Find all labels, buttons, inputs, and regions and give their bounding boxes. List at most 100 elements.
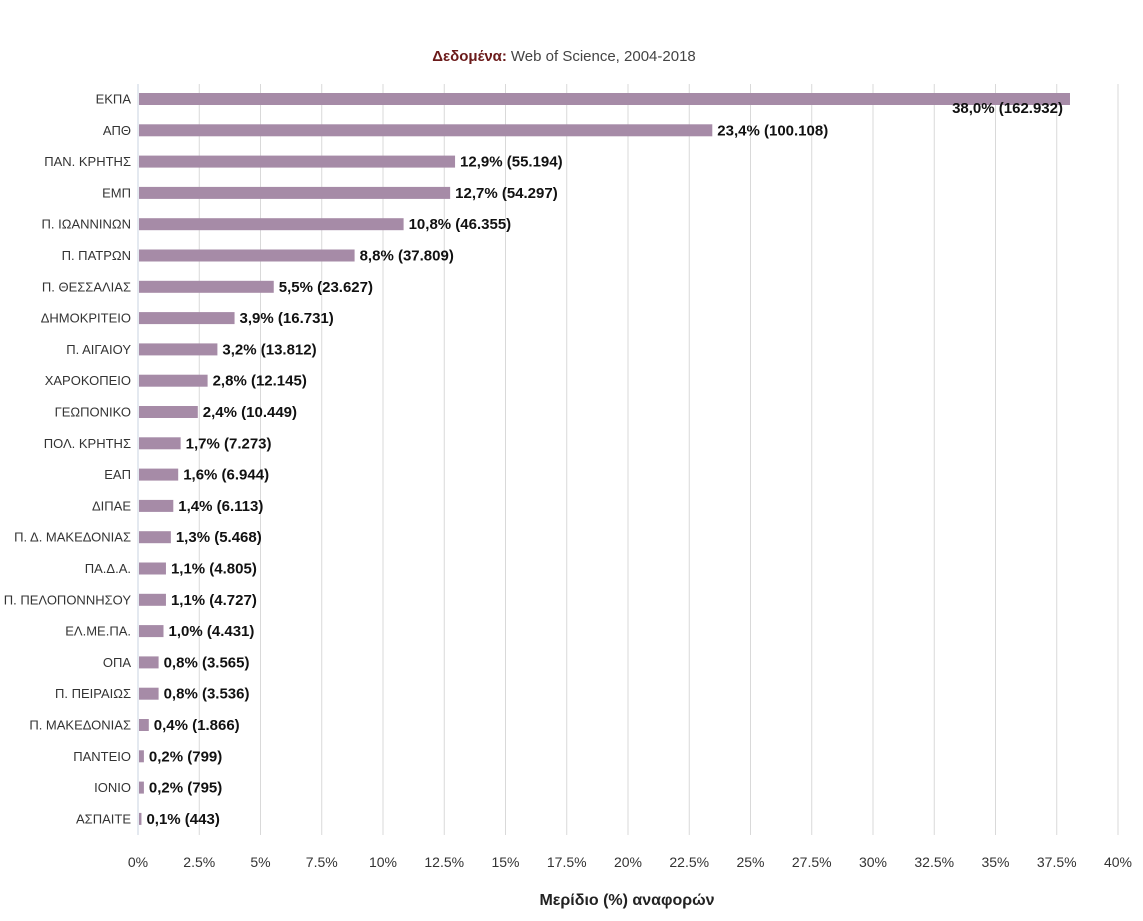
category-label: Π. ΑΙΓΑΙΟΥ xyxy=(66,342,131,357)
data-label: 0,8% (3.565) xyxy=(164,654,250,671)
bar xyxy=(139,562,166,575)
data-label: 1,0% (4.431) xyxy=(169,623,255,640)
data-label: 0,2% (795) xyxy=(149,780,222,797)
category-label: Π. ΠΕΙΡΑΙΩΣ xyxy=(55,686,131,701)
x-axis-label: Μερίδιο (%) αναφορών xyxy=(539,892,714,909)
bar xyxy=(139,218,404,231)
gridlines xyxy=(198,84,1119,835)
category-label: ΕΜΠ xyxy=(102,185,131,200)
data-label: 1,7% (7.273) xyxy=(186,435,272,452)
data-label: 12,7% (54.297) xyxy=(455,185,558,202)
x-tick-label: 20% xyxy=(614,854,642,870)
category-label: ΠΑ.Δ.Α. xyxy=(85,561,131,576)
bar xyxy=(139,468,179,481)
x-tick-label: 30% xyxy=(859,854,887,870)
chart-title-source-label: Δεδομένα: xyxy=(432,48,507,65)
bar xyxy=(139,406,198,418)
bar xyxy=(139,343,218,356)
data-label: 12,9% (55.194) xyxy=(460,154,563,171)
bar xyxy=(139,437,181,450)
category-label: ΓΕΩΠΟΝΙΚΟ xyxy=(55,405,131,420)
data-label: 23,4% (100.108) xyxy=(717,122,828,139)
bar xyxy=(139,781,144,794)
x-tick-label: 10% xyxy=(369,854,397,870)
chart-title-source: Web of Science, 2004-2018 xyxy=(511,48,696,65)
chart-title: Δεδομένα: Web of Science, 2004-2018 xyxy=(432,48,696,65)
data-label: 0,1% (443) xyxy=(146,811,219,828)
category-label: ΙΟΝΙΟ xyxy=(94,780,131,795)
data-label: 5,5% (23.627) xyxy=(279,279,373,296)
bar xyxy=(139,719,149,731)
bar xyxy=(139,593,166,606)
x-tick-label: 2.5% xyxy=(183,854,215,870)
category-label: ΟΠΑ xyxy=(103,655,132,670)
category-label: Π. ΙΩΑΝΝΙΝΩΝ xyxy=(42,217,132,232)
x-tick-label: 40% xyxy=(1104,854,1132,870)
bar xyxy=(139,312,235,325)
category-label: ΕΚΠΑ xyxy=(96,92,132,107)
bar xyxy=(139,186,451,199)
category-label: Π. ΜΑΚΕΔΟΝΙΑΣ xyxy=(29,718,131,733)
category-labels: ΕΚΠΑ ΑΠΘ ΠΑΝ. ΚΡΗΤΗΣ ΕΜΠ Π. ΙΩΑΝΝΙΝΩΝ Π. ΠΑΤΡ… xyxy=(4,92,132,827)
data-label: 1,6% (6.944) xyxy=(183,467,269,484)
category-label: ΑΠΘ xyxy=(103,123,131,138)
category-label: ΕΛ.ΜΕ.ΠΑ. xyxy=(65,624,131,639)
category-label: Π. Δ. ΜΑΚΕΔΟΝΙΑΣ xyxy=(14,530,131,545)
data-label: 3,2% (13.812) xyxy=(222,341,316,358)
data-label: 2,8% (12.145) xyxy=(213,373,307,390)
data-label: 0,2% (799) xyxy=(149,748,222,765)
category-label: ΑΣΠΑΙΤΕ xyxy=(76,811,131,826)
x-tick-label: 0% xyxy=(128,854,148,870)
x-tick-label: 5% xyxy=(250,854,270,870)
data-label: 38,0% (162.932) xyxy=(952,100,1063,117)
x-tick-label: 7.5% xyxy=(306,854,338,870)
bar xyxy=(139,750,144,763)
x-tick-label: 22.5% xyxy=(669,854,709,870)
bar xyxy=(139,687,159,700)
category-label: Π. ΠΕΛΟΠΟΝΝΗΣΟΥ xyxy=(4,592,132,607)
x-tick-label: 25% xyxy=(736,854,764,870)
bar xyxy=(139,531,171,544)
bar xyxy=(139,249,355,262)
data-label: 3,9% (16.731) xyxy=(240,310,334,327)
bar xyxy=(139,625,164,638)
bar xyxy=(139,93,1070,105)
data-label: 10,8% (46.355) xyxy=(409,216,512,233)
x-axis-tick-labels: 0% 2.5% 5% 7.5% 10% 12.5% 15% 17.5% 20% 22.5% 25% 2… xyxy=(128,854,1132,870)
bar xyxy=(139,155,456,168)
x-tick-label: 17.5% xyxy=(547,854,587,870)
category-label: ΠΟΛ. ΚΡΗΤΗΣ xyxy=(44,436,131,451)
data-label: 1,3% (5.468) xyxy=(176,529,262,546)
bars xyxy=(139,93,1070,825)
data-label: 0,8% (3.536) xyxy=(164,686,250,703)
x-tick-label: 15% xyxy=(491,854,519,870)
category-label: ΧΑΡΟΚΟΠΕΙΟ xyxy=(45,373,131,388)
data-labels: 38,0% (162.932) 23,4% (100.108) 12,9% (55.… xyxy=(146,100,1063,828)
category-label: ΔΙΠΑΕ xyxy=(92,498,131,513)
bar xyxy=(139,280,274,293)
bar xyxy=(139,656,159,669)
category-label: Π. ΘΕΣΣΑΛΙΑΣ xyxy=(42,279,131,294)
data-label: 1,1% (4.805) xyxy=(171,561,257,578)
x-tick-label: 27.5% xyxy=(792,854,832,870)
bar xyxy=(139,499,174,512)
data-label: 1,1% (4.727) xyxy=(171,592,257,609)
category-label: ΠΑΝΤΕΙΟ xyxy=(73,749,131,764)
x-tick-label: 32.5% xyxy=(914,854,954,870)
bar xyxy=(139,124,713,137)
category-label: ΠΑΝ. ΚΡΗΤΗΣ xyxy=(44,154,131,169)
data-label: 2,4% (10.449) xyxy=(203,404,297,421)
x-tick-label: 37.5% xyxy=(1037,854,1077,870)
bar xyxy=(139,374,208,387)
category-label: ΕΑΠ xyxy=(104,467,131,482)
x-tick-label: 12.5% xyxy=(424,854,464,870)
bar xyxy=(139,812,142,825)
data-label: 0,4% (1.866) xyxy=(154,717,240,734)
category-label: Π. ΠΑΤΡΩΝ xyxy=(62,248,131,263)
data-label: 8,8% (37.809) xyxy=(360,248,454,265)
x-tick-label: 35% xyxy=(981,854,1009,870)
data-label: 1,4% (6.113) xyxy=(178,498,263,515)
category-label: ΔΗΜΟΚΡΙΤΕΙΟ xyxy=(41,311,131,326)
